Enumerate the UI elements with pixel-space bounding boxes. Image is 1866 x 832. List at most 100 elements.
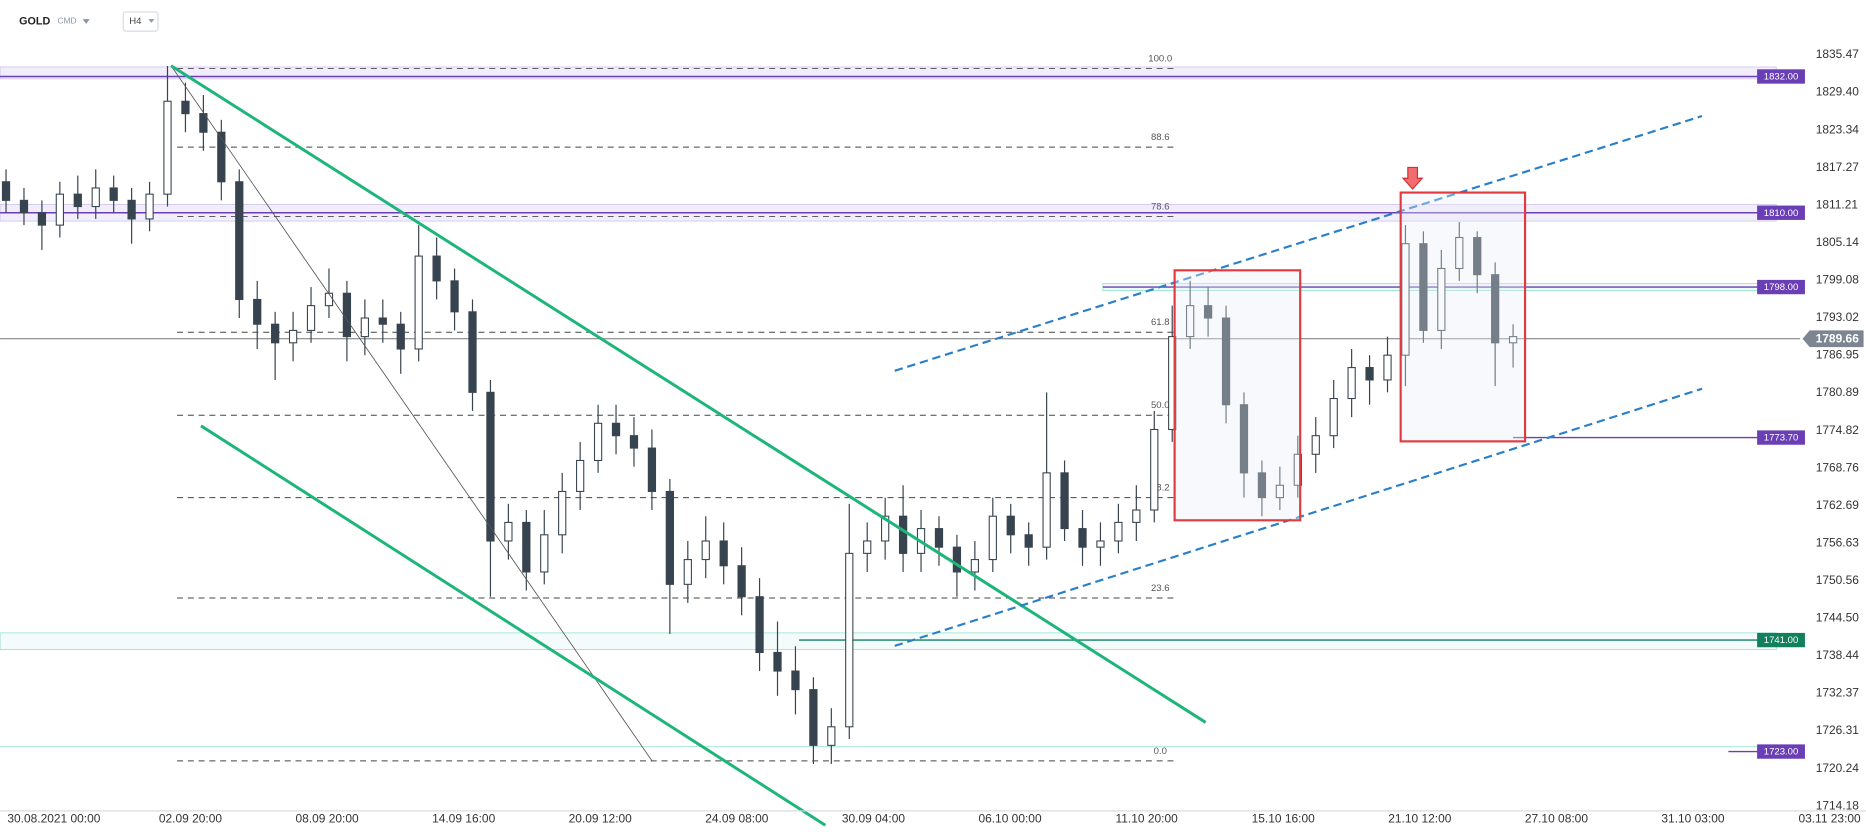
candle-body <box>863 540 872 554</box>
fib-label: 61.8 <box>1151 317 1170 328</box>
candle-body <box>1275 484 1284 499</box>
candle-body <box>1114 521 1123 542</box>
y-tick-label: 1738.44 <box>1816 648 1860 662</box>
candle-body <box>1096 540 1105 548</box>
candle-body <box>163 100 172 195</box>
fib-label: 0.0 <box>1154 746 1167 757</box>
candle-body <box>468 311 477 393</box>
y-tick-label: 1726.31 <box>1816 723 1860 737</box>
candle-body <box>898 515 908 554</box>
candle-body <box>145 193 154 220</box>
candle-body <box>1508 336 1518 344</box>
dashed-channel <box>894 114 1703 372</box>
candle-body <box>324 292 334 307</box>
fib-label: 23.6 <box>1151 583 1170 594</box>
y-tick-label: 1756.63 <box>1816 535 1860 549</box>
drawings <box>170 64 1703 827</box>
candle-body <box>199 113 208 133</box>
fib-label: 38.2 <box>1151 483 1170 494</box>
level-tag <box>1757 632 1805 648</box>
y-tick-label: 1714.18 <box>1816 798 1860 812</box>
x-tick-label: 02.09 20:00 <box>159 811 222 825</box>
candle-body <box>360 317 369 338</box>
x-tick-label: 31.10 03:00 <box>1661 811 1724 825</box>
dashed-channel <box>894 387 1703 647</box>
x-tick-label: 27.10 08:00 <box>1525 811 1588 825</box>
channel-line <box>170 64 1207 724</box>
current-price-tag <box>1802 330 1864 348</box>
level-label: 1832.00 <box>1764 72 1799 83</box>
candle-body <box>934 528 944 548</box>
fib-label: 100.0 <box>1148 53 1172 64</box>
candle-body <box>450 280 459 313</box>
candle-body <box>306 305 316 331</box>
level-label: 1810.00 <box>1764 208 1799 219</box>
candle-body <box>1437 267 1446 331</box>
y-tick-label: 1786.95 <box>1816 348 1860 362</box>
timeframe[interactable]: H4 <box>129 16 142 27</box>
level-tag <box>1757 744 1805 759</box>
candle-body <box>109 187 118 201</box>
level-label: 1741.00 <box>1764 635 1799 646</box>
candle-body <box>1365 367 1374 381</box>
candle-body <box>809 689 818 746</box>
candle-body <box>988 515 997 561</box>
candle-body <box>593 422 603 462</box>
x-tick-label: 11.10 20:00 <box>1115 811 1178 825</box>
y-tick-label: 1805.14 <box>1816 235 1860 249</box>
highlight-box <box>1173 269 1302 522</box>
candle-body <box>845 552 854 728</box>
x-tick-label: 30.09 04:00 <box>842 811 905 825</box>
symbol[interactable]: GOLD <box>19 15 50 27</box>
level-tag <box>1757 69 1805 84</box>
candle-body <box>396 323 405 350</box>
y-tick-label: 1793.02 <box>1816 310 1860 324</box>
y-tick-label: 1823.34 <box>1816 122 1860 136</box>
candle-body <box>1024 534 1033 548</box>
axes: 1832.00 1810.00 1798.00 1773.70 1741.00 1723.… <box>0 47 1866 825</box>
candle-body <box>73 193 82 208</box>
candle-body <box>288 329 298 344</box>
candle-body <box>235 181 244 300</box>
candle-body <box>378 317 387 325</box>
candle-body <box>1347 367 1356 400</box>
y-tick-label: 1750.56 <box>1816 573 1860 587</box>
candle-body <box>342 292 352 338</box>
highlight-box <box>1399 191 1527 443</box>
candle-body <box>881 515 890 542</box>
y-tick-label: 1720.24 <box>1816 761 1860 775</box>
dropdown-icon[interactable] <box>82 19 90 24</box>
candle-body <box>1186 305 1195 338</box>
candle-body <box>1311 435 1320 455</box>
candle-body <box>1239 404 1249 474</box>
candles-layer <box>1 65 1518 764</box>
candle-body <box>1473 236 1482 276</box>
candle-body <box>665 490 674 585</box>
candle-body <box>1060 472 1069 530</box>
y-tick-label: 1774.82 <box>1816 423 1860 437</box>
candle-body <box>55 193 64 226</box>
timeframe-box[interactable] <box>122 11 159 32</box>
candle-body <box>91 187 100 208</box>
y-tick-label: 1762.69 <box>1816 498 1860 512</box>
level-label: 1773.70 <box>1764 433 1799 444</box>
candle-body <box>253 298 262 325</box>
source: CMD <box>57 16 76 26</box>
candle-body <box>1 181 11 201</box>
candle-body <box>576 459 585 492</box>
candle-body <box>1078 528 1087 548</box>
candle-body <box>19 199 29 214</box>
x-tick-label: 30.08.2021 00:00 <box>7 811 100 825</box>
candle-body <box>701 540 710 561</box>
level-tag <box>1757 279 1805 295</box>
candle-body <box>1150 428 1159 511</box>
candle-body <box>37 212 47 226</box>
level-zone <box>0 632 1777 651</box>
x-tick-label: 21.10 12:00 <box>1388 811 1451 825</box>
candle-body <box>540 534 549 573</box>
candle-body <box>432 255 441 282</box>
candle-body <box>271 323 280 344</box>
x-tick-label: 08.09 20:00 <box>295 811 358 825</box>
candle-body <box>755 596 764 654</box>
